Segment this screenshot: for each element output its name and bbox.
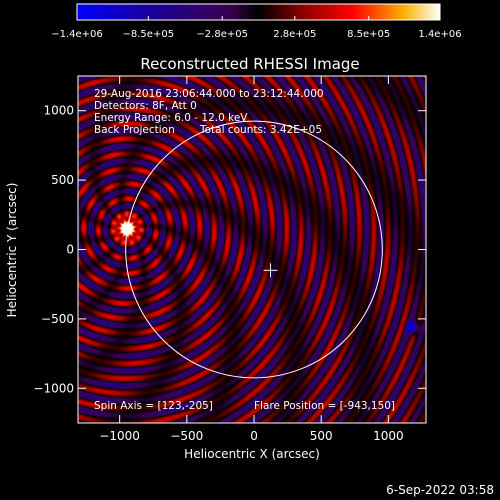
annotation-energy-range: Energy Range: 6.0 - 12.0 keV [94, 112, 248, 124]
colorbar-ticks: −1.4e+06 −8.5e+05 −2.8e+05 2.8e+05 8.5e+05 1.… [51, 16, 462, 40]
center-marker [263, 263, 278, 278]
x-tick-label: 0 [250, 429, 258, 443]
annotation-time-range: 29-Aug-2016 23:06:44.000 to 23:12:44.000 [94, 88, 324, 100]
plot-area: −1000 −500 0 500 1000 −1000 −500 0 500 1000 [33, 75, 427, 443]
colorbar-tick-label: −8.5e+05 [123, 29, 175, 40]
y-tick-label: 500 [51, 173, 74, 187]
chart-title: Reconstructed RHESSI Image [140, 55, 359, 73]
x-tick-label: 500 [310, 429, 333, 443]
annotation-flare-position: Flare Position = [-943,150] [254, 400, 395, 412]
y-axis-label: Heliocentric Y (arcsec) [5, 183, 19, 318]
annotation-total-counts: Total counts: 3.42E+05 [199, 124, 322, 136]
heatmap-image [78, 76, 426, 423]
colorbar-tick-label: 1.4e+06 [418, 29, 461, 40]
colorbar-tick-label: −2.8e+05 [196, 29, 248, 40]
annotation-spin-axis: Spin Axis = [123,-205] [94, 400, 213, 412]
colorbar-tick-label: 2.8e+05 [273, 29, 316, 40]
x-tick-label: −1000 [99, 429, 140, 443]
y-tick-label: 1000 [43, 104, 74, 118]
y-tick-label: 0 [66, 243, 74, 257]
y-tick-label: −1000 [33, 381, 74, 395]
x-axis-label: Heliocentric X (arcsec) [184, 447, 320, 461]
y-tick-label: −500 [41, 312, 74, 326]
solar-limb-circle [125, 120, 383, 379]
colorbar-tick-label: −1.4e+06 [51, 29, 103, 40]
annotation-detectors: Detectors: 8F, Att 0 [94, 100, 197, 112]
axis-ticks: −1000 −500 0 500 1000 −1000 −500 0 500 1000 [33, 76, 426, 443]
colorbar-tick-label: 8.5e+05 [347, 29, 390, 40]
annotation-algorithm: Back Projection [94, 124, 175, 136]
x-tick-label: 1000 [373, 429, 404, 443]
x-tick-label: −500 [170, 429, 203, 443]
colorbar [76, 3, 441, 21]
timestamp: 6-Sep-2022 03:58 [386, 483, 494, 497]
